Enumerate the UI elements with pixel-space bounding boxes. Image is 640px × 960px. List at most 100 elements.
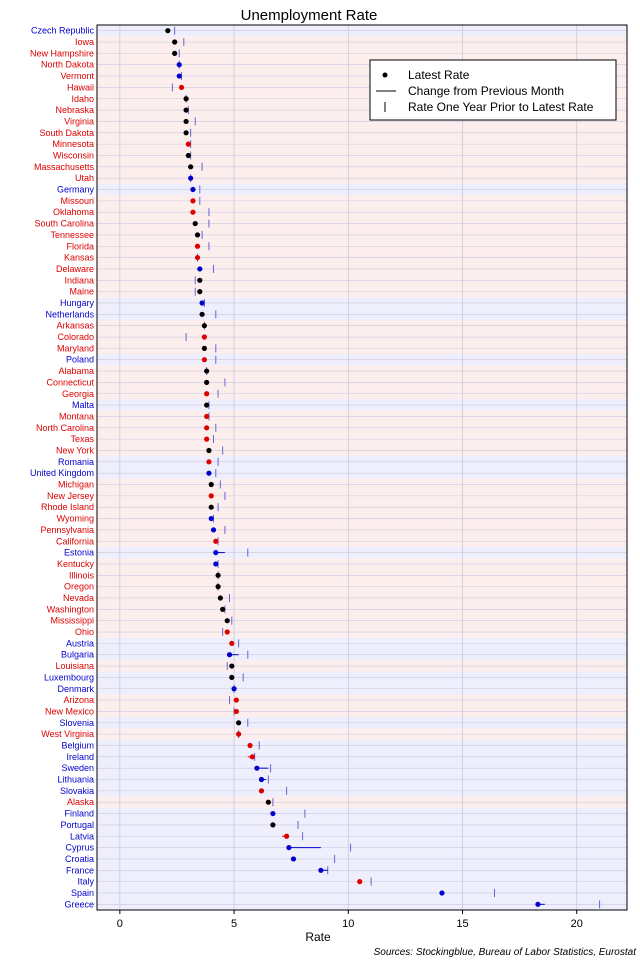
latest-rate-dot: [194, 243, 201, 249]
latest-rate-dot: [265, 799, 271, 805]
latest-rate-dot: [197, 277, 203, 283]
row-label: Greece: [64, 899, 94, 909]
latest-rate-dot: [183, 96, 189, 102]
row-label: Croatia: [65, 854, 94, 864]
row-label: Kentucky: [57, 559, 95, 569]
row-label: Delaware: [56, 264, 94, 274]
row-label: Romania: [58, 457, 94, 467]
plot-frame: [96, 24, 628, 911]
x-tick-label: 0: [117, 918, 123, 930]
latest-rate-dot: [204, 368, 210, 374]
row-label: Bulgaria: [61, 650, 94, 660]
latest-rate-dot: [229, 663, 235, 669]
row-label: Utah: [75, 173, 94, 183]
latest-rate-dot: [204, 391, 210, 397]
latest-rate-dot: [270, 810, 276, 817]
latest-rate-dot: [236, 720, 242, 726]
latest-rate-dot: [286, 844, 292, 851]
row-label: Wyoming: [57, 514, 94, 524]
latest-rate-dot: [208, 481, 214, 488]
latest-rate-dot: [229, 674, 235, 681]
row-label: Italy: [77, 877, 94, 887]
latest-rate-dot: [190, 186, 196, 193]
row-label: North Carolina: [36, 423, 94, 433]
legend-year-prior-rate: Rate One Year Prior to Latest Rate: [408, 100, 594, 114]
latest-rate-dot: [194, 232, 201, 238]
row-label: South Carolina: [34, 219, 94, 229]
row-label: West Virginia: [41, 729, 94, 739]
latest-rate-dot: [270, 822, 276, 828]
latest-rate-dot: [224, 618, 230, 624]
row-label: Georgia: [62, 389, 94, 399]
latest-rate-dot: [535, 901, 541, 907]
latest-rate-dot: [236, 731, 242, 737]
latest-rate-dot: [192, 220, 198, 227]
row-label: New Jersey: [47, 491, 95, 501]
row-label: Spain: [71, 888, 94, 898]
row-label: Nevada: [63, 593, 94, 603]
row-label: Malta: [72, 400, 94, 410]
latest-rate-dot: [201, 323, 207, 329]
row-label: Michigan: [58, 480, 94, 490]
latest-rate-dot: [249, 754, 255, 760]
latest-rate-dot: [213, 561, 219, 567]
row-label: Tennessee: [50, 230, 94, 240]
latest-rate-dot: [199, 300, 205, 306]
row-label: Estonia: [64, 548, 94, 558]
row-label: Cyprus: [65, 843, 94, 853]
latest-rate-dot: [188, 175, 194, 181]
row-label: Denmark: [57, 684, 94, 694]
row-label: Mississippi: [50, 616, 94, 626]
latest-rate-dot: [247, 742, 253, 749]
row-label: Lithuania: [57, 775, 94, 785]
row-label: New York: [56, 445, 95, 455]
row-label: Poland: [66, 355, 94, 365]
row-label: Germany: [57, 185, 95, 195]
row-label: Illinois: [69, 570, 95, 580]
latest-rate-dot: [215, 584, 221, 590]
row-label: Florida: [66, 241, 94, 251]
legend-latest-rate: Latest Rate: [408, 68, 470, 82]
row-label: California: [56, 536, 94, 546]
row-label: Connecticut: [46, 377, 94, 387]
x-tick-label: 15: [456, 918, 468, 930]
row-label: South Dakota: [39, 128, 94, 138]
latest-rate-dot: [183, 107, 189, 113]
row-label: Maine: [69, 287, 94, 297]
latest-rate-dot: [204, 436, 210, 442]
latest-rate-dot: [213, 538, 219, 544]
latest-rate-dot: [201, 334, 207, 340]
latest-rate-dot: [220, 606, 226, 612]
latest-rate-dot: [190, 209, 196, 215]
row-label: Kansas: [64, 253, 95, 263]
row-label: Austria: [66, 638, 94, 648]
row-label: Czech Republic: [31, 26, 95, 36]
latest-rate-dot: [204, 413, 210, 420]
latest-rate-dot: [258, 776, 265, 783]
row-label: Alaska: [67, 797, 94, 807]
row-label: Oregon: [64, 582, 94, 592]
row-label: Colorado: [57, 332, 94, 342]
latest-rate-dot: [201, 357, 207, 363]
row-label: Wisconsin: [53, 150, 94, 160]
latest-rate-dot: [204, 402, 210, 408]
latest-rate-dot: [197, 289, 203, 295]
row-label: Belgium: [61, 740, 94, 750]
latest-rate-dot: [185, 152, 191, 159]
x-axis-label: Rate: [305, 930, 331, 944]
row-label: Hawaii: [67, 82, 94, 92]
x-tick-label: 20: [571, 918, 583, 930]
latest-rate-dot: [183, 118, 189, 125]
row-label: Netherlands: [45, 309, 94, 319]
row-label: North Dakota: [41, 60, 94, 70]
latest-rate-dot: [226, 652, 233, 658]
legend: Latest Rate Change from Previous Month R…: [369, 59, 617, 121]
latest-rate-dot: [172, 39, 178, 45]
latest-rate-dot: [224, 629, 230, 635]
row-label: Oklahoma: [53, 207, 94, 217]
latest-rate-dot: [178, 84, 185, 91]
latest-rate-dot: [233, 697, 239, 703]
latest-rate-dot: [206, 447, 212, 454]
latest-rate-dot: [213, 549, 219, 556]
